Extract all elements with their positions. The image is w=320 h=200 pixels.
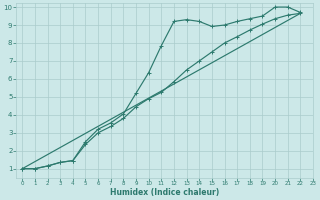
X-axis label: Humidex (Indice chaleur): Humidex (Indice chaleur)	[110, 188, 219, 197]
